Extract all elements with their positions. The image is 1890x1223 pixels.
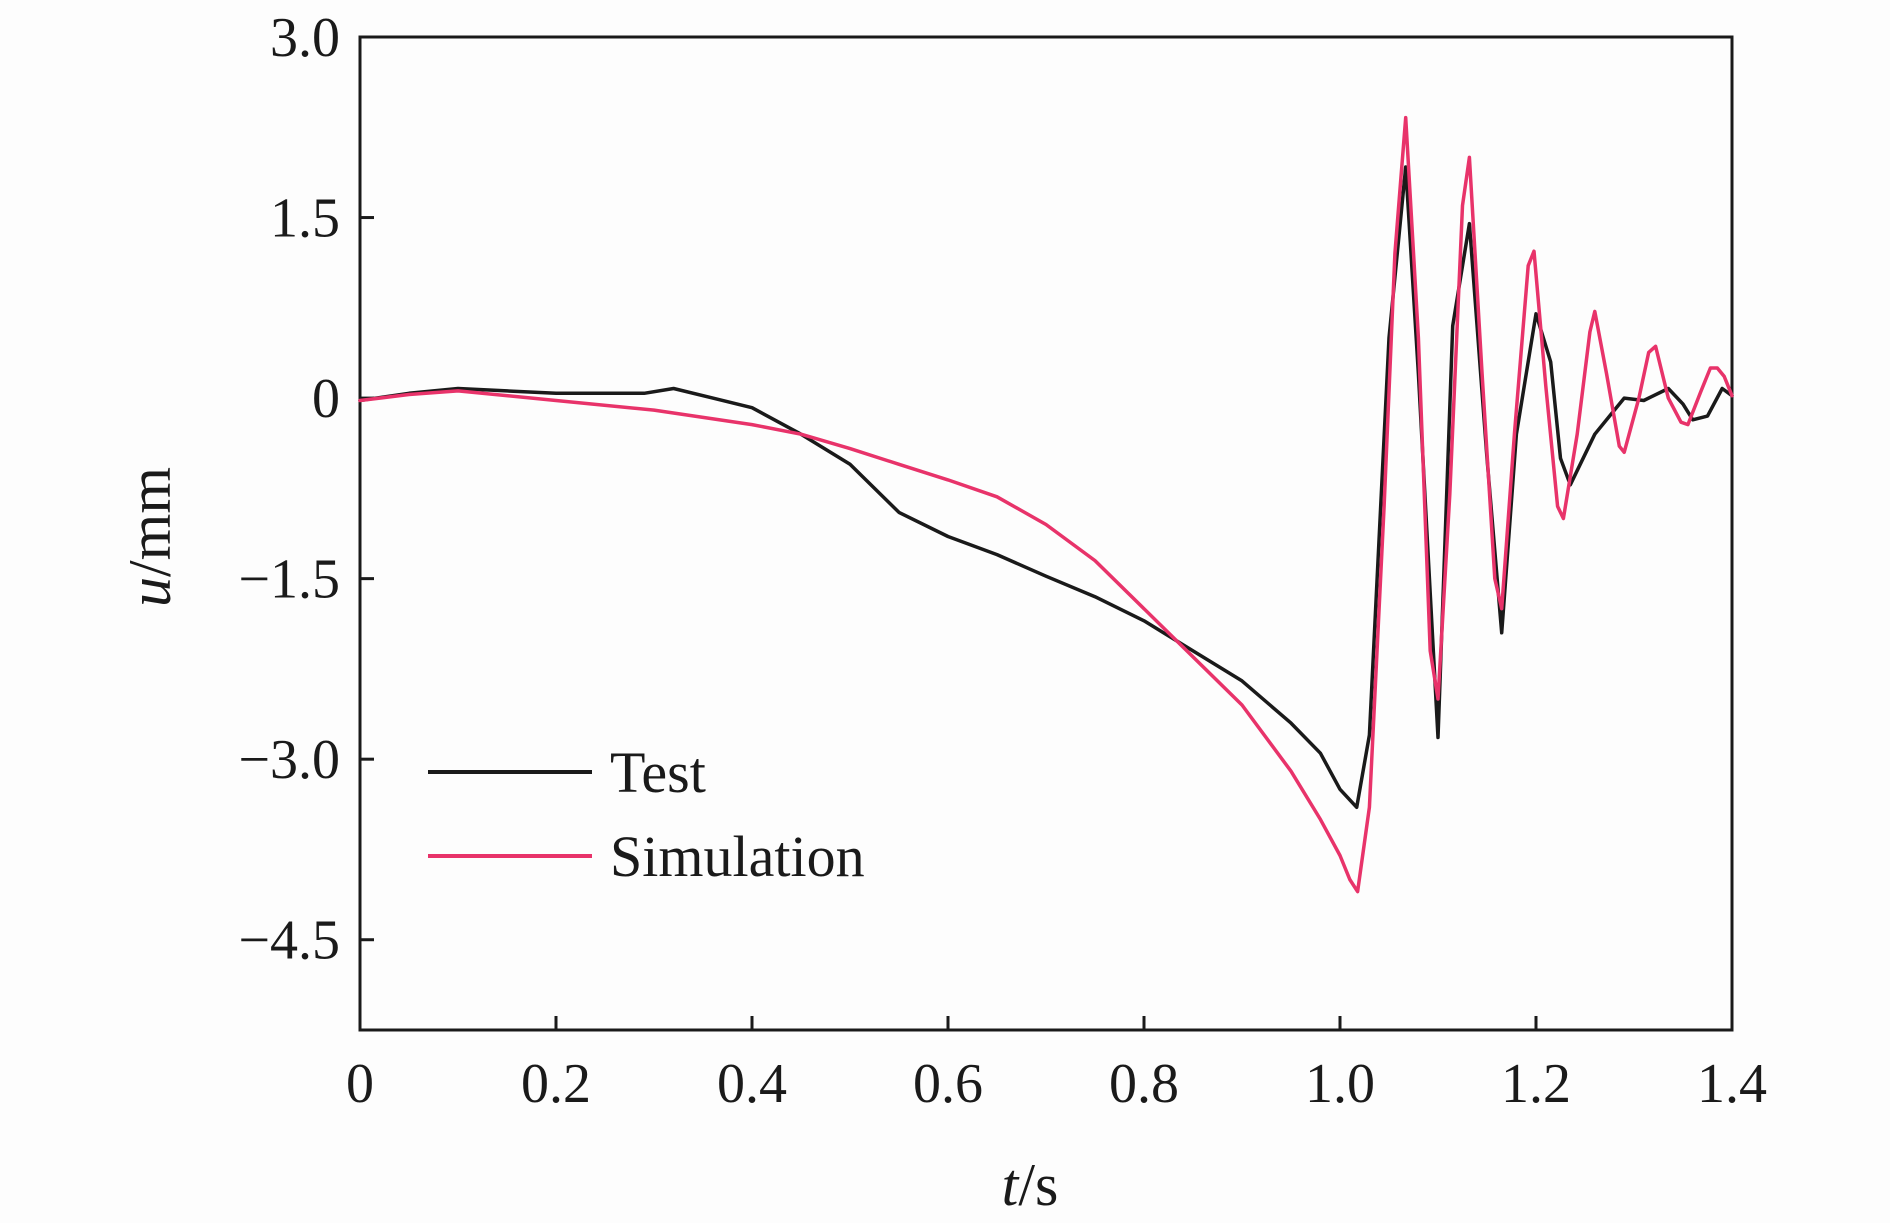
y-tick-label: −1.5	[238, 549, 340, 611]
x-tick-label: 0.2	[521, 1053, 591, 1115]
x-axis-label: t/s	[1002, 1152, 1059, 1218]
x-tick-label: 0.4	[717, 1053, 787, 1115]
x-tick-label: 1.2	[1501, 1053, 1571, 1115]
series-line-test	[358, 165, 1734, 810]
y-tick-label: 3.0	[270, 7, 340, 69]
x-tick-label: 0.6	[913, 1053, 983, 1115]
y-tick-label: −4.5	[238, 910, 340, 972]
series-layer	[358, 115, 1734, 894]
y-tick-label: −3.0	[238, 729, 340, 791]
x-axis-label-var: t	[1002, 1152, 1020, 1218]
y-axis-ticks: 3.0 1.5 0 −1.5 −3.0 −4.5	[238, 7, 374, 972]
x-tick-label: 0	[346, 1053, 374, 1115]
legend-label-simulation: Simulation	[610, 824, 865, 889]
x-axis-label-unit: /s	[1018, 1152, 1058, 1218]
x-tick-label: 1.4	[1697, 1053, 1767, 1115]
y-tick-label: 1.5	[270, 188, 340, 250]
plot-border	[358, 35, 1734, 1032]
y-tick-label: 0	[312, 368, 340, 430]
legend-label-test: Test	[610, 740, 706, 805]
y-axis-label: u/mm	[117, 467, 183, 607]
plot-frame	[358, 35, 1734, 1032]
series-line-simulation	[358, 115, 1734, 894]
y-axis-label-var: u	[117, 577, 183, 607]
x-tick-label: 1.0	[1305, 1053, 1375, 1115]
x-tick-label: 0.8	[1109, 1053, 1179, 1115]
legend: Test Simulation	[428, 740, 865, 889]
x-axis-ticks: 0 0.2 0.4 0.6 0.8 1.0 1.2 1.4	[346, 1016, 1767, 1115]
y-axis-label-unit: /mm	[117, 467, 183, 577]
